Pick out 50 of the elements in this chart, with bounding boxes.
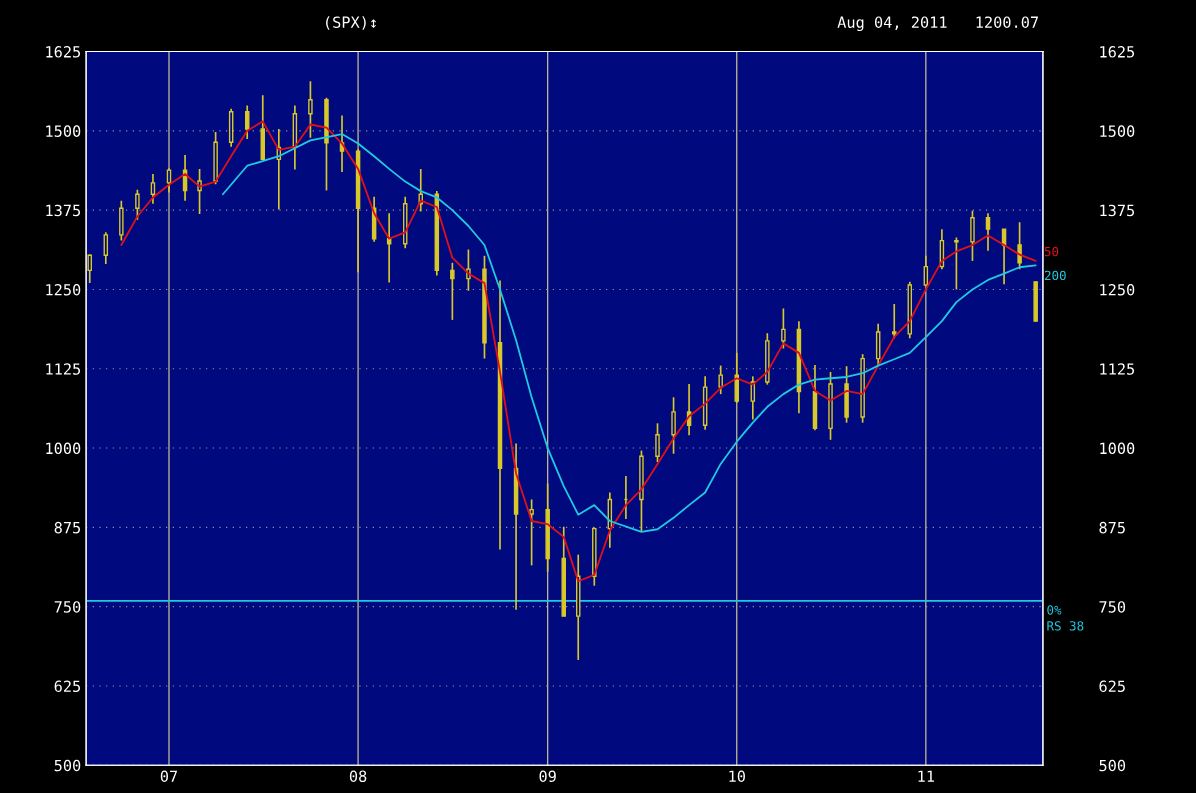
y-tick-label: 1250 <box>46 283 81 296</box>
y-tick-label: 1375 <box>46 204 81 217</box>
y-tick-label: 875 <box>54 521 81 534</box>
line-series <box>221 133 1037 533</box>
candlestick <box>150 173 156 205</box>
y-tick-label: 750 <box>54 601 81 613</box>
text: 1200.07 <box>976 16 1038 28</box>
x-tick-label: 08 <box>349 770 367 783</box>
y-tick-label: 1000 <box>46 442 81 455</box>
y2-tick-label: 1375 <box>1100 204 1135 217</box>
series-label: 200 <box>1044 270 1066 281</box>
candlestick <box>781 307 786 350</box>
x-tick-label: 07 <box>160 770 178 783</box>
y2-tick-label: 1625 <box>1100 46 1135 58</box>
x-tick-label: 10 <box>729 770 745 783</box>
y2-tick-label: 1000 <box>1100 442 1135 455</box>
text: RS 38 <box>1047 621 1084 631</box>
candlestick <box>197 168 202 215</box>
y-tick-label: 1500 <box>46 125 81 137</box>
y2-tick-label: 875 <box>1099 521 1125 534</box>
text: 0% <box>1047 605 1062 615</box>
y2-tick-label: 500 <box>1099 759 1126 772</box>
text: (SPX)↕ <box>326 16 376 30</box>
text: Aug 04, 2011 <box>837 16 947 32</box>
candlestick <box>985 212 991 252</box>
candlestick <box>718 364 723 395</box>
candlestick <box>244 104 250 140</box>
y-tick-label: 500 <box>54 759 81 772</box>
x-tick-label: 09 <box>539 770 556 783</box>
candlestick <box>671 396 676 455</box>
candlestick <box>166 167 172 194</box>
y2-tick-label: 1125 <box>1100 363 1135 375</box>
y-tick-label: 1125 <box>46 363 81 375</box>
y-tick-label: 625 <box>54 680 81 693</box>
y2-tick-label: 1250 <box>1100 283 1135 296</box>
candlestick <box>1017 221 1022 270</box>
candlestick <box>308 80 313 139</box>
y2-tick-label: 750 <box>1099 601 1126 613</box>
candlestick <box>450 261 455 321</box>
series-label: 50 <box>1044 246 1059 257</box>
candlestick <box>135 189 140 221</box>
y2-tick-label: 625 <box>1099 680 1125 693</box>
y2-tick-label: 1500 <box>1100 125 1135 137</box>
candlestick <box>923 254 929 286</box>
candlestick <box>655 422 660 463</box>
candlestick <box>529 498 534 567</box>
y-tick-label: 1625 <box>46 46 81 58</box>
candlestick <box>954 236 959 291</box>
candlestick <box>103 231 109 265</box>
x-tick-label: 11 <box>918 770 934 782</box>
